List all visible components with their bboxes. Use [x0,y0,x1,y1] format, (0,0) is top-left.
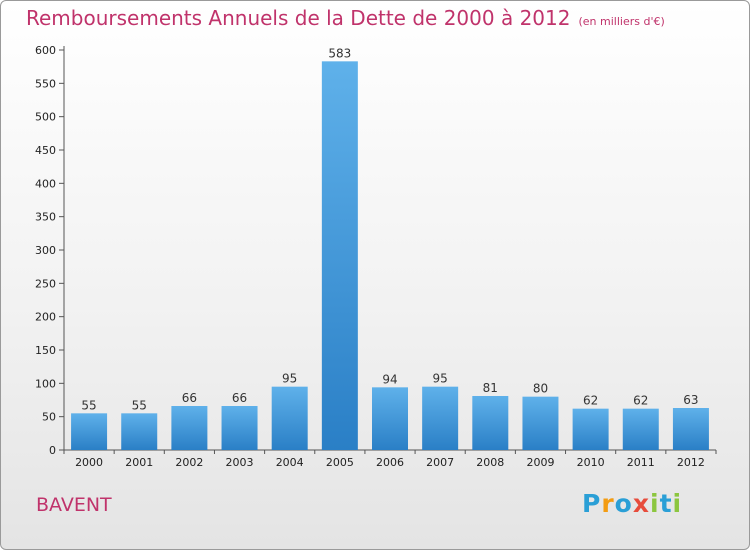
data-label-2003: 66 [232,391,247,405]
bar-2005 [321,61,358,450]
data-label-2011: 62 [633,394,648,408]
bar-2012 [672,408,709,450]
y-tick-label: 50 [42,411,56,424]
y-tick-label: 500 [35,111,56,124]
chart-title-main: Remboursements Annuels de la Dette de 20… [26,6,571,30]
y-tick-label: 350 [35,211,56,224]
proxiti-logo: Proxiti [582,489,682,518]
x-tick-label-2003: 2003 [226,456,254,469]
x-tick-label-2012: 2012 [677,456,705,469]
x-tick-label-2000: 2000 [75,456,103,469]
data-label-2012: 63 [683,393,698,407]
logo-letter: t [659,489,673,518]
x-tick-label-2004: 2004 [276,456,304,469]
chart-title: Remboursements Annuels de la Dette de 20… [26,6,665,30]
y-tick-label: 550 [35,77,56,90]
bar-2009 [522,396,559,450]
y-tick-label: 450 [35,144,56,157]
commune-name: BAVENT [36,494,112,516]
x-tick-label-2005: 2005 [326,456,354,469]
x-tick-label-2006: 2006 [376,456,404,469]
data-labels: 55 55 66 66 95 583 94 95 81 80 62 62 63 [81,46,698,412]
data-label-2009: 80 [533,382,548,396]
data-label-2010: 62 [583,394,598,408]
x-tick-label-2007: 2007 [426,456,454,469]
y-tick-label: 400 [35,177,56,190]
y-tick-label: 150 [35,344,56,357]
bar-2008 [472,396,509,450]
bar-2007 [422,386,459,450]
y-tick-label: 300 [35,244,56,257]
x-tick-label-2010: 2010 [577,456,605,469]
y-tick-label: 200 [35,311,56,324]
bars [71,61,709,450]
logo-letter: i [650,489,660,518]
data-label-2000: 55 [81,398,96,412]
y-axis: 0 50 100 150 200 250 300 350 400 450 500 550 600 [35,44,65,457]
logo-letter: i [672,489,683,518]
x-axis: 2000 2001 2002 2003 2004 2005 2006 2007 2008 2009… [63,449,717,469]
bar-2011 [622,408,659,450]
chart-unit-note: (en milliers d'€) [578,15,665,28]
data-label-2006: 94 [382,372,397,386]
logo-letter: P [582,489,602,518]
bar-2001 [121,413,158,450]
bar-2006 [372,387,408,450]
data-label-2005: 583 [328,46,351,60]
bar-2000 [71,413,108,450]
y-tick-label: 250 [35,277,56,290]
bar-2004 [271,386,308,450]
bar-2003 [221,406,258,450]
logo-letter: x [632,489,650,518]
x-tick-label-2009: 2009 [526,456,554,469]
logo-letter: r [601,489,615,518]
y-tick-label: 600 [35,44,56,57]
data-label-2001: 55 [132,398,147,412]
logo-letter: o [614,489,633,518]
y-tick-label: 0 [49,444,56,457]
x-tick-label-2002: 2002 [175,456,203,469]
x-tick-label-2011: 2011 [627,456,655,469]
x-tick-label-2008: 2008 [476,456,504,469]
x-tick-label-2001: 2001 [125,456,153,469]
y-tick-label: 100 [35,377,56,390]
data-label-2007: 95 [433,372,448,386]
data-label-2002: 66 [182,391,197,405]
data-label-2004: 95 [282,372,297,386]
bar-2010 [572,408,609,450]
bar-2002 [171,406,208,450]
data-label-2008: 81 [483,381,498,395]
